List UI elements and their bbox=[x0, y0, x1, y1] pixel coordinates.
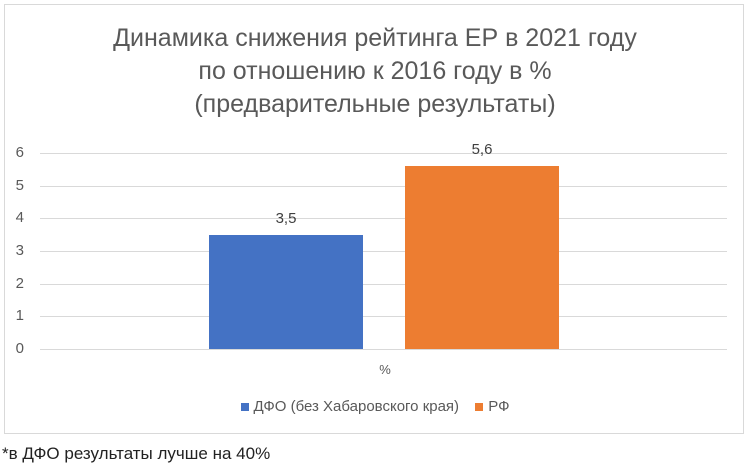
data-label: 5,6 bbox=[471, 141, 493, 159]
chart-title-line-2: по отношению к 2016 году в % bbox=[198, 57, 552, 85]
gridline bbox=[40, 251, 727, 252]
gridline bbox=[40, 153, 727, 154]
y-tick-label: 6 bbox=[15, 144, 24, 161]
y-tick-label: 2 bbox=[15, 274, 24, 292]
y-tick-label: 3 bbox=[15, 242, 24, 259]
data-label: 3,5 bbox=[275, 209, 297, 227]
gridline bbox=[40, 283, 727, 285]
bar-series-1 bbox=[405, 166, 559, 349]
x-axis-category-label: % bbox=[379, 362, 391, 377]
legend-label-dfo: ДФО (без Хабаровского края) bbox=[253, 398, 460, 415]
gridline bbox=[40, 316, 727, 318]
legend: ДФО (без Хабаровского края) РФ bbox=[0, 398, 750, 416]
chart-title-line-1: Динамика снижения рейтинга ЕР в 2021 год… bbox=[113, 24, 637, 52]
legend-label-rf: РФ bbox=[488, 398, 510, 415]
legend-item-rf: РФ bbox=[475, 398, 509, 416]
bar-series-0 bbox=[209, 234, 363, 349]
legend-swatch-blue-icon bbox=[240, 403, 249, 411]
y-tick-label: 5 bbox=[15, 176, 24, 194]
chart-title: Динамика снижения рейтинга ЕР в 2021 год… bbox=[0, 22, 750, 121]
gridline bbox=[40, 218, 727, 220]
footnote: *в ДФО результаты лучше на 40% bbox=[2, 444, 271, 463]
chart-title-line-3: (предварительные результаты) bbox=[194, 90, 556, 118]
legend-item-dfo: ДФО (без Хабаровского края) bbox=[240, 398, 460, 416]
y-tick-label: 0 bbox=[15, 340, 24, 357]
y-tick-label: 1 bbox=[15, 307, 24, 325]
y-tick-label: 4 bbox=[15, 209, 24, 227]
legend-swatch-orange-icon bbox=[475, 403, 484, 411]
gridline bbox=[40, 349, 727, 350]
gridline bbox=[40, 185, 727, 187]
